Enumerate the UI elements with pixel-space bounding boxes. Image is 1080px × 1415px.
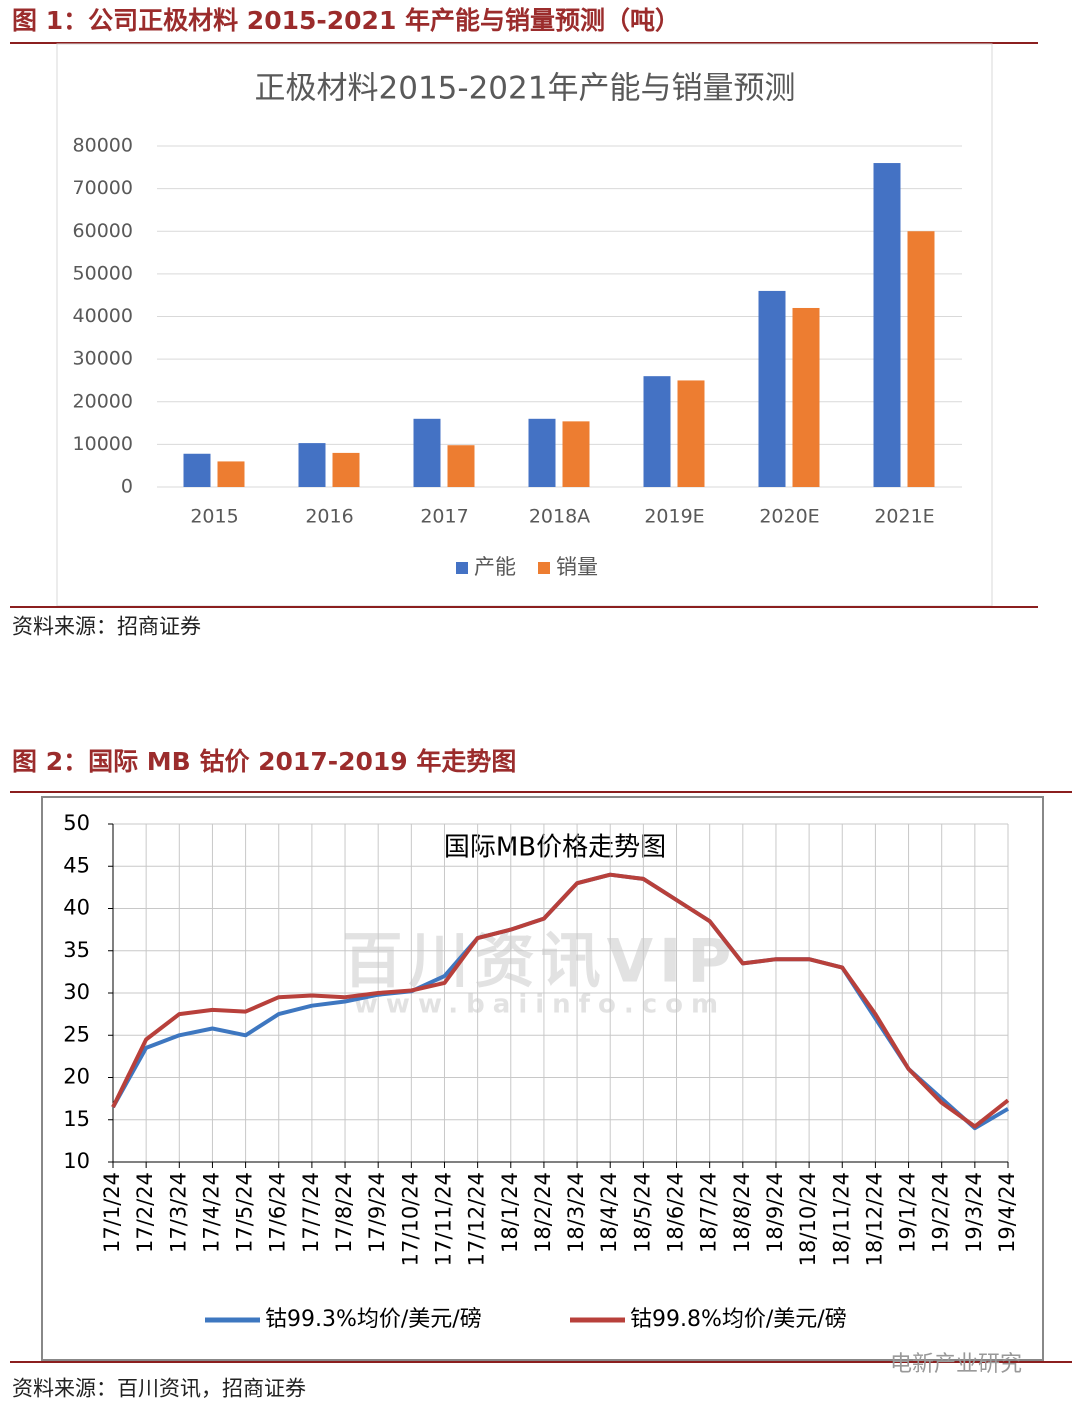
x-tick-label: 17/8/24 <box>332 1172 356 1253</box>
x-tick-label: 18/4/24 <box>597 1172 621 1253</box>
source-note: 资料来源：招商证券 <box>12 615 201 639</box>
bar <box>677 380 705 487</box>
x-tick-label: 18/7/24 <box>697 1172 721 1253</box>
line-series <box>111 872 1010 1129</box>
x-tick-label: 18/11/24 <box>829 1172 853 1266</box>
y-tick-label: 30 <box>63 980 90 1004</box>
x-tick-label: 18/10/24 <box>796 1172 820 1266</box>
x-tick-label: 18/6/24 <box>664 1172 688 1253</box>
bar <box>643 376 671 487</box>
y-tick-label: 70000 <box>73 177 133 199</box>
x-tick-label: 2016 <box>305 506 353 528</box>
x-tick-label: 17/11/24 <box>431 1172 455 1266</box>
y-tick-label: 10000 <box>73 433 133 455</box>
x-tick-label: 18/1/24 <box>498 1172 522 1253</box>
x-tick-label: 17/12/24 <box>465 1172 489 1266</box>
x-tick-label: 18/9/24 <box>763 1172 787 1253</box>
x-tick-label: 2018A <box>529 506 590 528</box>
watermark: www.baiinfo.com <box>354 990 726 1020</box>
bar <box>792 307 820 487</box>
bar <box>217 461 245 487</box>
y-tick-label: 10 <box>63 1149 90 1173</box>
y-tick-label: 50000 <box>73 262 133 284</box>
y-tick-label: 20 <box>63 1065 90 1089</box>
x-tick-label: 18/12/24 <box>862 1172 886 1266</box>
y-tick-label: 40 <box>63 896 90 920</box>
bar <box>528 418 556 487</box>
bar <box>758 290 786 487</box>
y-tick-label: 45 <box>63 853 90 877</box>
x-tick-label: 17/2/24 <box>133 1172 157 1253</box>
chart-title: 国际MB价格走势图 <box>444 833 666 863</box>
x-tick-label: 18/2/24 <box>531 1172 555 1253</box>
x-tick-label: 2017 <box>420 506 468 528</box>
legend-swatch <box>538 562 550 574</box>
y-tick-label: 35 <box>63 938 90 962</box>
y-tick-label: 40000 <box>73 305 133 327</box>
x-tick-label: 17/1/24 <box>100 1172 124 1253</box>
bar <box>413 418 441 487</box>
y-tick-label: 80000 <box>73 135 133 157</box>
bar <box>298 443 326 487</box>
legend-label: 钴99.8%均价/美元/磅 <box>630 1307 847 1332</box>
chart-frame <box>41 796 1044 1361</box>
x-tick-label: 2020E <box>759 506 819 528</box>
x-tick-label: 17/3/24 <box>166 1172 190 1253</box>
x-tick-label: 19/3/24 <box>962 1172 986 1253</box>
y-tick-label: 20000 <box>73 390 133 412</box>
watermark: 百川资讯VIP <box>343 927 738 997</box>
y-tick-label: 60000 <box>73 220 133 242</box>
figure-caption: 图 2：国际 MB 钴价 2017-2019 年走势图 <box>12 747 516 776</box>
bar <box>447 445 475 487</box>
bar <box>562 421 590 487</box>
x-tick-label: 2015 <box>190 506 238 528</box>
chart-title: 正极材料2015-2021年产能与销量预测 <box>255 71 796 107</box>
wechat-watermark: 电新产业研究 <box>890 1352 1022 1377</box>
y-tick-label: 30000 <box>73 348 133 370</box>
figure-caption: 图 1：公司正极材料 2015-2021 年产能与销量预测（吨） <box>12 6 680 35</box>
source-note: 资料来源：百川资讯，招商证券 <box>12 1377 306 1401</box>
x-tick-label: 2021E <box>874 506 934 528</box>
y-tick-label: 25 <box>63 1022 90 1046</box>
x-tick-label: 2019E <box>644 506 704 528</box>
x-tick-label: 18/3/24 <box>564 1172 588 1253</box>
x-tick-label: 18/5/24 <box>630 1172 654 1253</box>
legend-label: 钴99.3%均价/美元/磅 <box>265 1307 482 1332</box>
x-tick-label: 19/4/24 <box>995 1172 1019 1253</box>
bar <box>332 452 360 487</box>
legend-swatch <box>456 562 468 574</box>
x-tick-label: 17/9/24 <box>365 1172 389 1253</box>
x-tick-label: 17/5/24 <box>233 1172 257 1253</box>
y-tick-label: 15 <box>63 1107 90 1131</box>
y-tick-label: 50 <box>63 811 90 835</box>
x-tick-label: 17/7/24 <box>299 1172 323 1253</box>
x-tick-label: 17/6/24 <box>266 1172 290 1253</box>
legend-label: 销量 <box>556 555 598 579</box>
x-tick-label: 17/4/24 <box>199 1172 223 1253</box>
x-tick-label: 19/1/24 <box>896 1172 920 1253</box>
bar <box>183 453 211 487</box>
bar <box>873 163 901 488</box>
bar <box>907 231 935 487</box>
legend-label: 产能 <box>474 555 516 579</box>
x-tick-label: 17/10/24 <box>398 1172 422 1266</box>
x-tick-label: 18/8/24 <box>730 1172 754 1253</box>
y-tick-label: 0 <box>121 476 133 498</box>
x-tick-label: 19/2/24 <box>929 1172 953 1253</box>
